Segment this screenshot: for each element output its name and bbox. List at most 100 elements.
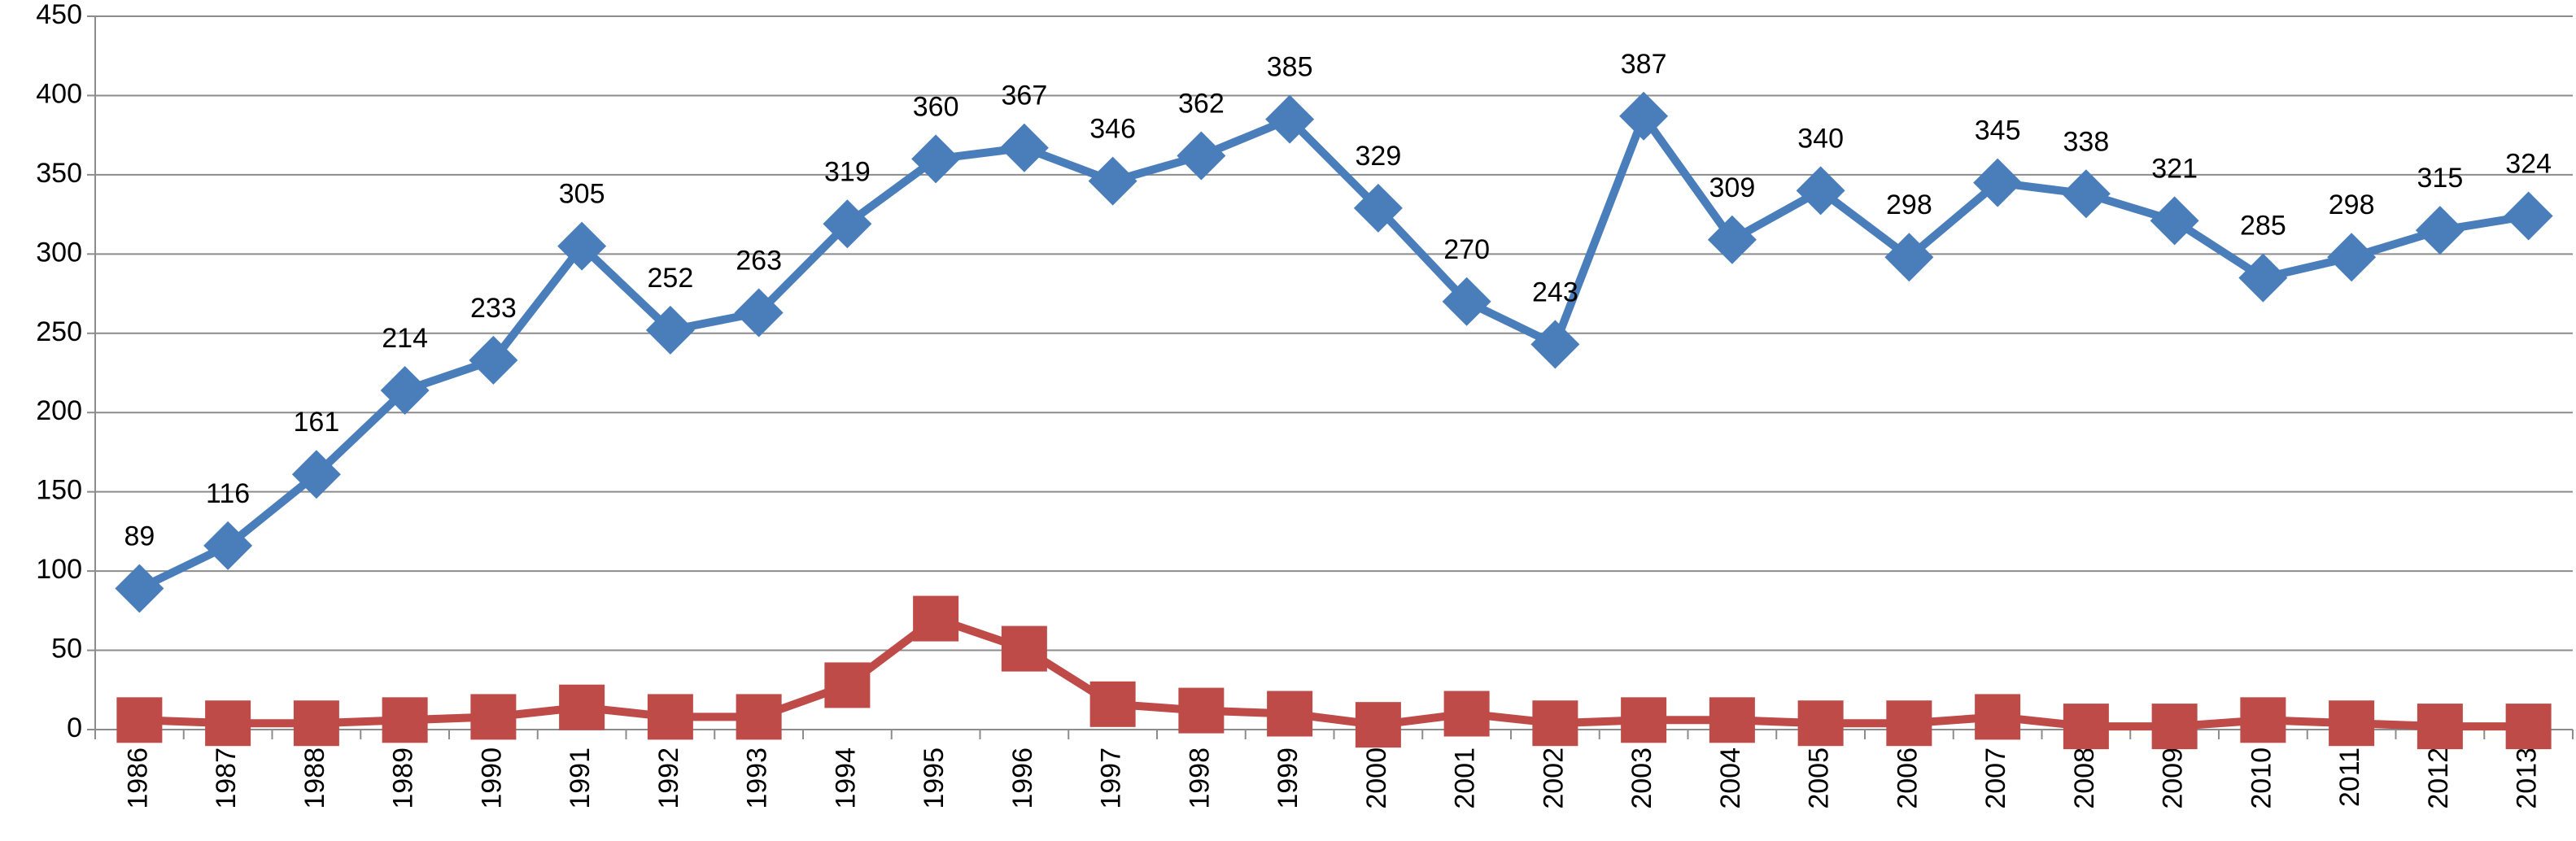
marker (1442, 277, 1491, 326)
marker (2150, 196, 2199, 246)
y-tick-label: 250 (36, 316, 82, 347)
marker (1178, 687, 1225, 734)
data-label: 345 (1975, 115, 2021, 146)
x-tick-label: 1996 (1007, 747, 1038, 809)
x-tick-label: 2006 (1892, 747, 1923, 809)
marker (2504, 191, 2553, 241)
data-label: 214 (382, 323, 428, 354)
y-tick-label: 100 (36, 554, 82, 585)
data-label: 321 (2151, 153, 2198, 184)
marker (2417, 704, 2463, 750)
x-tick-label: 2011 (2334, 747, 2365, 807)
x-tick-label: 2001 (1450, 747, 1481, 809)
x-tick-label: 2002 (1538, 747, 1569, 809)
data-label: 385 (1267, 52, 1313, 83)
x-tick-label: 2005 (1804, 747, 1835, 809)
data-label: 324 (2505, 149, 2552, 180)
marker (2063, 704, 2109, 750)
data-label: 340 (1797, 123, 1844, 154)
marker (382, 697, 428, 743)
marker (645, 305, 695, 355)
marker (1621, 697, 1667, 743)
marker (2061, 169, 2111, 219)
y-tick-label: 400 (36, 78, 82, 109)
data-label: 116 (206, 478, 250, 509)
marker (1975, 694, 2021, 740)
marker (2505, 704, 2552, 750)
x-tick-label: 1995 (919, 747, 950, 809)
marker (1265, 94, 1315, 144)
marker (116, 697, 163, 743)
data-label: 270 (1443, 234, 1490, 265)
marker (736, 694, 782, 740)
data-label: 305 (559, 179, 605, 210)
marker (559, 684, 605, 730)
data-label: 362 (1178, 88, 1225, 119)
x-tick-label: 2008 (2069, 747, 2100, 809)
x-tick-label: 1993 (742, 747, 773, 809)
marker (2240, 697, 2286, 743)
marker (1797, 700, 1844, 747)
x-tick-label: 1992 (653, 747, 684, 809)
marker (1707, 215, 1757, 264)
marker (1267, 691, 1313, 737)
marker (2415, 206, 2465, 255)
marker (1353, 183, 1403, 233)
data-label: 243 (1532, 277, 1578, 307)
y-tick-label: 0 (67, 712, 82, 743)
marker (2327, 233, 2377, 282)
x-tick-label: 2000 (1361, 747, 1392, 809)
marker (557, 221, 607, 271)
marker (1177, 131, 1226, 181)
marker (1089, 681, 1136, 727)
marker (999, 123, 1049, 172)
marker (1530, 320, 1580, 369)
data-label: 338 (2063, 126, 2110, 157)
marker (1532, 700, 1578, 747)
marker (734, 288, 784, 338)
data-label: 233 (470, 293, 517, 324)
marker (911, 134, 961, 184)
data-label: 319 (824, 156, 871, 187)
x-tick-label: 1994 (830, 747, 861, 809)
marker (115, 564, 164, 613)
x-tick-label: 1987 (211, 747, 242, 809)
x-tick-label: 1986 (122, 747, 153, 809)
marker (469, 335, 518, 385)
data-label: 360 (913, 91, 959, 122)
marker (2151, 704, 2198, 750)
marker (1796, 166, 1845, 216)
marker (470, 694, 517, 740)
marker (1088, 156, 1137, 206)
marker (823, 199, 872, 249)
x-tick-label: 1998 (1184, 747, 1215, 809)
marker (1884, 233, 1934, 282)
marker (913, 595, 959, 642)
marker (1355, 702, 1401, 748)
marker (291, 450, 341, 499)
x-tick-label: 2012 (2423, 747, 2454, 809)
marker (380, 365, 430, 415)
series-line (139, 614, 2529, 731)
y-tick-label: 150 (36, 475, 82, 506)
series-line (138, 111, 2530, 593)
data-label: 285 (2240, 211, 2286, 242)
x-tick-label: 1989 (388, 747, 419, 809)
marker (647, 694, 693, 740)
marker (1619, 91, 1669, 141)
data-label: 298 (2329, 190, 2375, 220)
data-label: 309 (1709, 172, 1756, 203)
data-label: 263 (736, 245, 782, 276)
marker (205, 700, 251, 747)
x-tick-label: 2004 (1715, 747, 1746, 809)
x-tick-label: 1990 (476, 747, 507, 809)
x-tick-label: 2010 (2246, 747, 2277, 809)
marker (1001, 625, 1047, 672)
y-tick-label: 50 (51, 634, 82, 665)
data-label: 387 (1621, 49, 1667, 80)
y-tick-label: 350 (36, 158, 82, 189)
x-tick-label: 1991 (565, 747, 596, 809)
y-tick-label: 450 (36, 0, 82, 30)
x-tick-label: 2009 (2158, 747, 2189, 809)
y-tick-label: 300 (36, 237, 82, 268)
